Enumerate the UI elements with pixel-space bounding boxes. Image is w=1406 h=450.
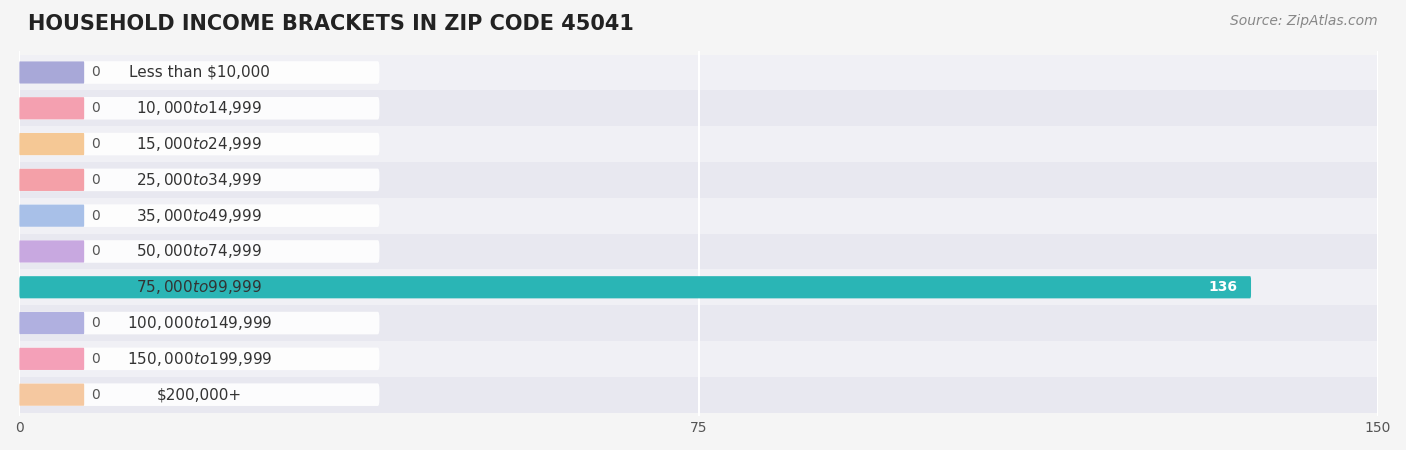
Bar — [20, 234, 1378, 270]
Text: 0: 0 — [91, 66, 100, 80]
Bar — [20, 198, 1378, 234]
FancyBboxPatch shape — [20, 169, 380, 191]
Text: HOUSEHOLD INCOME BRACKETS IN ZIP CODE 45041: HOUSEHOLD INCOME BRACKETS IN ZIP CODE 45… — [28, 14, 634, 33]
Text: $15,000 to $24,999: $15,000 to $24,999 — [136, 135, 263, 153]
Bar — [20, 126, 1378, 162]
Bar — [20, 341, 1378, 377]
Text: 0: 0 — [91, 209, 100, 223]
FancyBboxPatch shape — [20, 276, 1251, 298]
FancyBboxPatch shape — [20, 97, 84, 119]
FancyBboxPatch shape — [20, 240, 380, 263]
FancyBboxPatch shape — [20, 61, 380, 84]
Bar — [20, 162, 1378, 198]
Text: $25,000 to $34,999: $25,000 to $34,999 — [136, 171, 263, 189]
Bar — [20, 305, 1378, 341]
Text: $75,000 to $99,999: $75,000 to $99,999 — [136, 278, 263, 296]
Text: $50,000 to $74,999: $50,000 to $74,999 — [136, 243, 263, 261]
Text: Less than $10,000: Less than $10,000 — [129, 65, 270, 80]
Text: 0: 0 — [91, 244, 100, 258]
FancyBboxPatch shape — [20, 312, 380, 334]
Text: $200,000+: $200,000+ — [157, 387, 242, 402]
Text: 0: 0 — [91, 352, 100, 366]
Text: Source: ZipAtlas.com: Source: ZipAtlas.com — [1230, 14, 1378, 27]
Bar — [20, 90, 1378, 126]
FancyBboxPatch shape — [20, 133, 380, 155]
Text: 0: 0 — [91, 101, 100, 115]
Text: 0: 0 — [91, 137, 100, 151]
Bar — [20, 377, 1378, 413]
FancyBboxPatch shape — [20, 97, 380, 120]
FancyBboxPatch shape — [20, 204, 380, 227]
FancyBboxPatch shape — [20, 205, 84, 227]
FancyBboxPatch shape — [20, 169, 84, 191]
Text: $10,000 to $14,999: $10,000 to $14,999 — [136, 99, 263, 117]
Text: 0: 0 — [91, 316, 100, 330]
Bar — [20, 270, 1378, 305]
FancyBboxPatch shape — [20, 312, 84, 334]
FancyBboxPatch shape — [20, 348, 84, 370]
Text: $35,000 to $49,999: $35,000 to $49,999 — [136, 207, 263, 225]
Text: 0: 0 — [91, 173, 100, 187]
FancyBboxPatch shape — [20, 347, 380, 370]
FancyBboxPatch shape — [20, 383, 380, 406]
Text: 136: 136 — [1208, 280, 1237, 294]
Bar — [20, 54, 1378, 90]
Text: $100,000 to $149,999: $100,000 to $149,999 — [127, 314, 271, 332]
Text: 0: 0 — [91, 387, 100, 402]
FancyBboxPatch shape — [20, 383, 84, 406]
FancyBboxPatch shape — [20, 61, 84, 84]
FancyBboxPatch shape — [20, 240, 84, 262]
FancyBboxPatch shape — [20, 276, 380, 298]
FancyBboxPatch shape — [20, 133, 84, 155]
Text: $150,000 to $199,999: $150,000 to $199,999 — [127, 350, 271, 368]
